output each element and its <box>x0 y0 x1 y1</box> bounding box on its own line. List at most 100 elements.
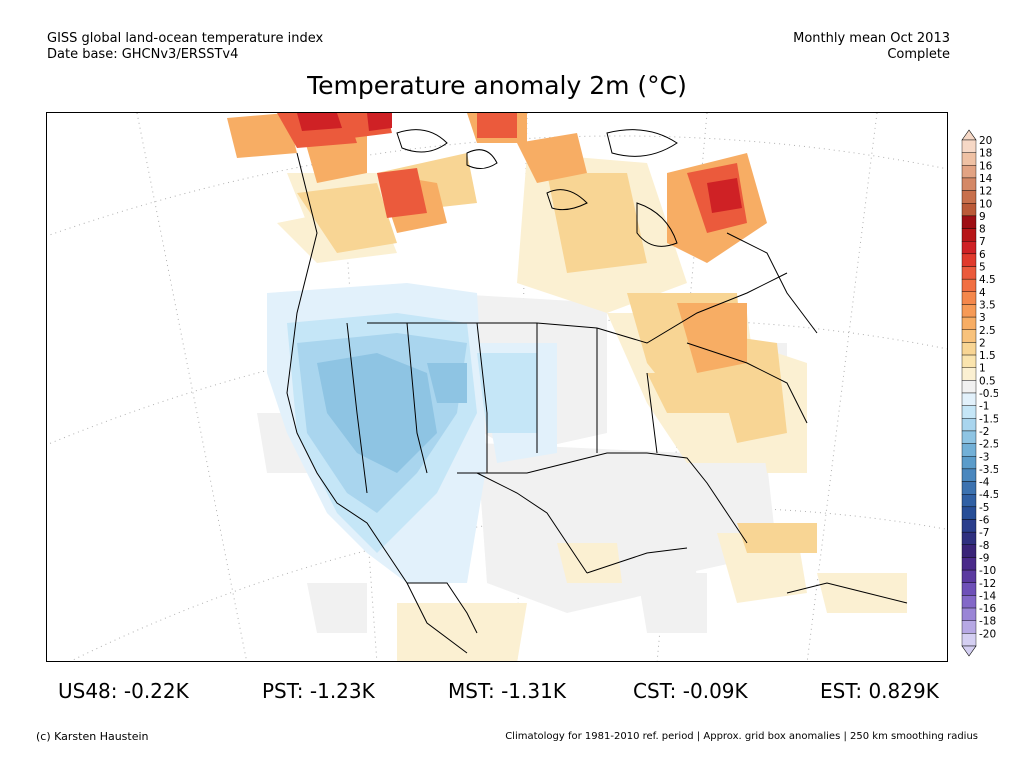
legend-label: 10 <box>979 198 992 210</box>
legend-label: 18 <box>979 148 992 160</box>
color-legend: 201816141210987654.543.532.521.510.5-0.5… <box>961 129 998 657</box>
legend-swatch <box>961 203 977 217</box>
legend-label: 5 <box>979 262 986 274</box>
legend-label: -4 <box>979 477 990 489</box>
legend-label: -3 <box>979 451 989 463</box>
period-label: Monthly mean Oct 2013 <box>793 31 950 46</box>
legend-swatch <box>961 139 977 153</box>
legend-swatch <box>961 607 977 621</box>
legend-label: -6 <box>979 515 990 527</box>
legend-label: 7 <box>979 236 986 248</box>
legend-swatch <box>961 569 977 583</box>
legend-swatch <box>961 228 977 242</box>
legend-swatch <box>961 215 977 229</box>
legend-swatch <box>961 456 977 470</box>
stat-pst: PST: -1.23K <box>262 679 375 703</box>
legend-label: -0.5 <box>979 388 998 400</box>
index-title: GISS global land-ocean temperature index <box>47 31 324 46</box>
legend-swatch <box>961 367 977 381</box>
legend-label: -16 <box>979 603 996 615</box>
regional-stats: US48: -0.22K PST: -1.23K MST: -1.31K CST… <box>58 678 958 704</box>
legend-label: -18 <box>979 616 996 628</box>
legend-swatch <box>961 304 977 318</box>
legend-swatch <box>961 342 977 356</box>
legend-swatch <box>961 620 977 634</box>
legend-label: 16 <box>979 160 993 172</box>
legend-swatch <box>961 519 977 533</box>
legend-label: 3.5 <box>979 299 996 311</box>
coastline-outlines <box>286 152 908 654</box>
legend-swatch <box>961 380 977 394</box>
legend-label: 12 <box>979 186 992 198</box>
legend-swatch <box>961 354 977 368</box>
legend-label: -1 <box>979 401 989 413</box>
legend-swatch <box>961 582 977 596</box>
legend-label: -8 <box>979 540 989 552</box>
legend-swatch <box>961 633 977 647</box>
legend-label: 4.5 <box>979 274 996 286</box>
legend-label: -2 <box>979 426 989 438</box>
legend-swatch <box>961 253 977 267</box>
legend-label: 9 <box>979 211 986 223</box>
legend-label: 4 <box>979 287 986 299</box>
legend-swatch <box>961 531 977 545</box>
legend-label: 1.5 <box>979 350 996 362</box>
legend-swatch <box>961 405 977 419</box>
legend-label: -9 <box>979 552 989 564</box>
copyright: (c) Karsten Haustein <box>36 730 149 743</box>
legend-swatch <box>961 266 977 280</box>
stat-est: EST: 0.829K <box>820 679 939 703</box>
legend-arrow-bottom <box>961 645 977 657</box>
legend-swatch <box>961 506 977 520</box>
legend-swatch <box>961 177 977 191</box>
methodology-note: Climatology for 1981-2010 ref. period | … <box>505 731 978 742</box>
legend-label: -20 <box>979 628 996 640</box>
legend-swatch <box>961 544 977 558</box>
legend-swatch <box>961 291 977 305</box>
data-base-label: Date base: GHCNv3/ERSSTv4 <box>47 47 239 62</box>
header-left: GISS global land-ocean temperature index… <box>47 31 323 63</box>
map-title: Temperature anomaly 2m (°C) <box>307 71 687 100</box>
legend-swatch <box>961 494 977 508</box>
arctic-islands <box>396 129 678 247</box>
cool-deep-cells <box>317 353 467 473</box>
legend-label: 6 <box>979 249 986 261</box>
legend-label: 14 <box>979 173 993 185</box>
legend-label: 2.5 <box>979 325 996 337</box>
legend-swatch <box>961 481 977 495</box>
legend-label: 8 <box>979 224 986 236</box>
legend-label: 1 <box>979 363 986 375</box>
legend-swatch <box>961 152 977 166</box>
stat-cst: CST: -0.09K <box>633 679 748 703</box>
legend-label: -4.5 <box>979 489 998 501</box>
legend-label: -1.5 <box>979 413 998 425</box>
header-right: Monthly mean Oct 2013 Complete <box>793 31 950 63</box>
legend-label: -14 <box>979 590 996 602</box>
legend-label: 2 <box>979 337 986 349</box>
legend-label: 0.5 <box>979 375 996 387</box>
stat-mst: MST: -1.31K <box>448 679 566 703</box>
anomaly-map <box>47 113 947 661</box>
legend-swatch <box>961 468 977 482</box>
legend-swatch <box>961 557 977 571</box>
legend-swatch <box>961 278 977 292</box>
legend-swatch <box>961 190 977 204</box>
legend-label: -3.5 <box>979 464 998 476</box>
status-label: Complete <box>887 47 950 62</box>
legend-label: -12 <box>979 578 996 590</box>
legend-swatch <box>961 595 977 609</box>
legend-label: -10 <box>979 565 996 577</box>
warm-extreme-cells <box>297 113 742 213</box>
legend-label: 20 <box>979 135 992 147</box>
legend-swatch <box>961 329 977 343</box>
legend-swatch <box>961 240 977 255</box>
warm-moderate-cells <box>297 153 817 553</box>
legend-swatch <box>961 316 977 330</box>
legend-arrow-top <box>961 129 977 141</box>
legend-label: -2.5 <box>979 439 998 451</box>
legend-swatch <box>961 418 977 432</box>
legend-label: -7 <box>979 527 989 539</box>
legend-swatch <box>961 430 977 444</box>
legend-swatch <box>961 165 977 179</box>
legend-swatch <box>961 443 977 457</box>
